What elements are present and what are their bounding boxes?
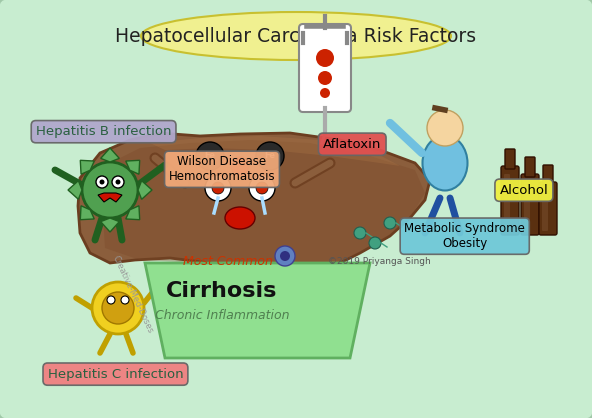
Circle shape — [115, 179, 121, 184]
Circle shape — [369, 237, 381, 249]
Polygon shape — [101, 218, 120, 232]
Circle shape — [112, 176, 124, 188]
Circle shape — [316, 49, 334, 67]
Polygon shape — [145, 263, 370, 358]
Polygon shape — [100, 140, 425, 270]
Text: Hepatitis B infection: Hepatitis B infection — [36, 125, 171, 138]
Text: Chronic Inflammation: Chronic Inflammation — [155, 309, 289, 322]
Text: Creative-Med-Doses: Creative-Med-Doses — [111, 254, 155, 335]
FancyBboxPatch shape — [505, 149, 515, 169]
Circle shape — [96, 176, 108, 188]
Circle shape — [427, 110, 463, 146]
Circle shape — [256, 142, 284, 170]
FancyBboxPatch shape — [539, 182, 557, 235]
Circle shape — [249, 175, 275, 201]
FancyBboxPatch shape — [543, 165, 553, 185]
Circle shape — [384, 217, 396, 229]
Circle shape — [121, 296, 129, 304]
Polygon shape — [126, 160, 140, 174]
Circle shape — [275, 246, 295, 266]
Circle shape — [196, 142, 224, 170]
Circle shape — [92, 282, 144, 334]
Ellipse shape — [423, 135, 468, 191]
Polygon shape — [126, 206, 140, 220]
Text: Aflatoxin: Aflatoxin — [323, 138, 381, 151]
Polygon shape — [78, 133, 430, 276]
FancyBboxPatch shape — [524, 182, 530, 231]
Polygon shape — [81, 160, 94, 174]
Circle shape — [256, 182, 268, 194]
Circle shape — [320, 88, 330, 98]
Ellipse shape — [141, 12, 451, 60]
Text: Wilson Disease
Hemochromatosis: Wilson Disease Hemochromatosis — [169, 155, 275, 183]
Text: Fe: Fe — [204, 151, 215, 161]
Polygon shape — [98, 193, 122, 202]
Circle shape — [107, 296, 115, 304]
Circle shape — [354, 227, 366, 239]
Text: Most Common: Most Common — [183, 255, 273, 268]
Text: Hepatitis C infection: Hepatitis C infection — [47, 367, 184, 381]
Text: ©2019 Priyanga Singh: ©2019 Priyanga Singh — [327, 257, 430, 266]
FancyBboxPatch shape — [521, 174, 539, 235]
Circle shape — [212, 182, 224, 194]
Circle shape — [280, 251, 290, 261]
Circle shape — [99, 179, 105, 184]
Text: Alcohol: Alcohol — [500, 184, 548, 197]
Polygon shape — [101, 148, 120, 162]
Circle shape — [231, 157, 249, 175]
Circle shape — [82, 162, 138, 218]
Text: Fe: Fe — [265, 151, 275, 161]
Polygon shape — [138, 181, 152, 199]
Text: Metabolic Syndrome
Obesity: Metabolic Syndrome Obesity — [404, 222, 525, 250]
FancyBboxPatch shape — [299, 24, 351, 112]
Circle shape — [205, 175, 231, 201]
Text: Hepatocellular Carcinoma Risk Factors: Hepatocellular Carcinoma Risk Factors — [115, 26, 477, 46]
Ellipse shape — [225, 207, 255, 229]
FancyBboxPatch shape — [504, 174, 510, 231]
Polygon shape — [150, 136, 400, 166]
Text: Cirrhosis: Cirrhosis — [166, 280, 278, 301]
FancyBboxPatch shape — [525, 157, 535, 177]
FancyBboxPatch shape — [501, 166, 519, 235]
Circle shape — [102, 292, 134, 324]
Polygon shape — [81, 206, 94, 220]
Circle shape — [318, 71, 332, 85]
FancyBboxPatch shape — [542, 190, 548, 231]
Polygon shape — [68, 181, 82, 199]
